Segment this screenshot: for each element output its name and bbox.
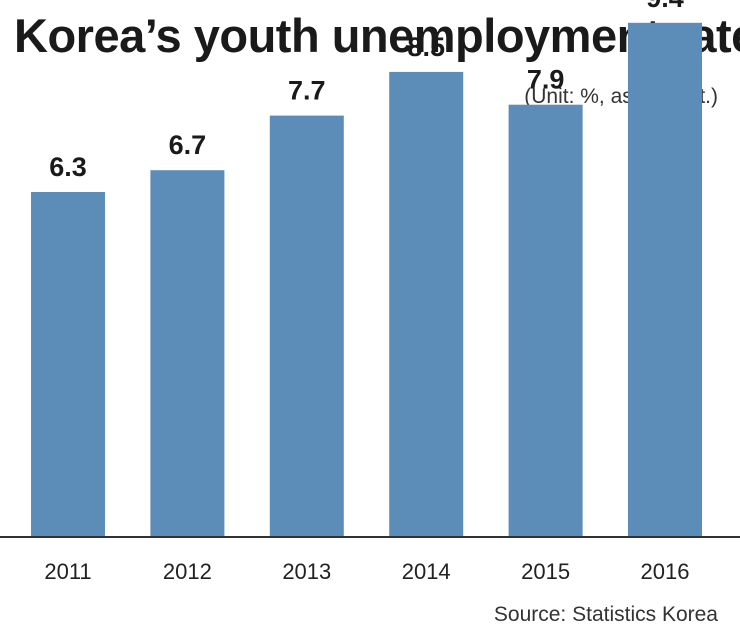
x-tick-label: 2014 (402, 559, 451, 584)
x-tick-label: 2013 (282, 559, 331, 584)
x-tick-label: 2012 (163, 559, 212, 584)
bar-2016 (628, 22, 702, 537)
source-note: Source: Statistics Korea (493, 603, 718, 626)
bar-2012 (150, 170, 225, 536)
bar-value-label: 7.9 (527, 65, 565, 95)
bar-2014 (389, 71, 464, 537)
bar-value-label: 9.4 (646, 0, 684, 13)
bar-2013 (269, 115, 344, 536)
bar-value-label: 8.5 (407, 32, 445, 62)
x-tick-label: 2016 (641, 559, 690, 584)
x-tick-label: 2011 (44, 559, 91, 584)
bar-2015 (508, 104, 583, 536)
bar-value-label: 6.7 (169, 130, 207, 160)
bar-value-label: 7.7 (288, 76, 326, 106)
bar-value-label: 6.3 (49, 152, 87, 182)
value-labels-group: 6.3 6.7 7.7 8.5 7.9 9.4 (49, 0, 684, 182)
x-tick-label: 2015 (521, 559, 570, 584)
chart-title: Korea’s youth unemployment rate (14, 9, 740, 62)
bar-2011 (31, 192, 105, 536)
bars-group (31, 22, 702, 537)
tick-labels-group: 2011 2012 2013 2014 2015 2016 (44, 559, 689, 584)
